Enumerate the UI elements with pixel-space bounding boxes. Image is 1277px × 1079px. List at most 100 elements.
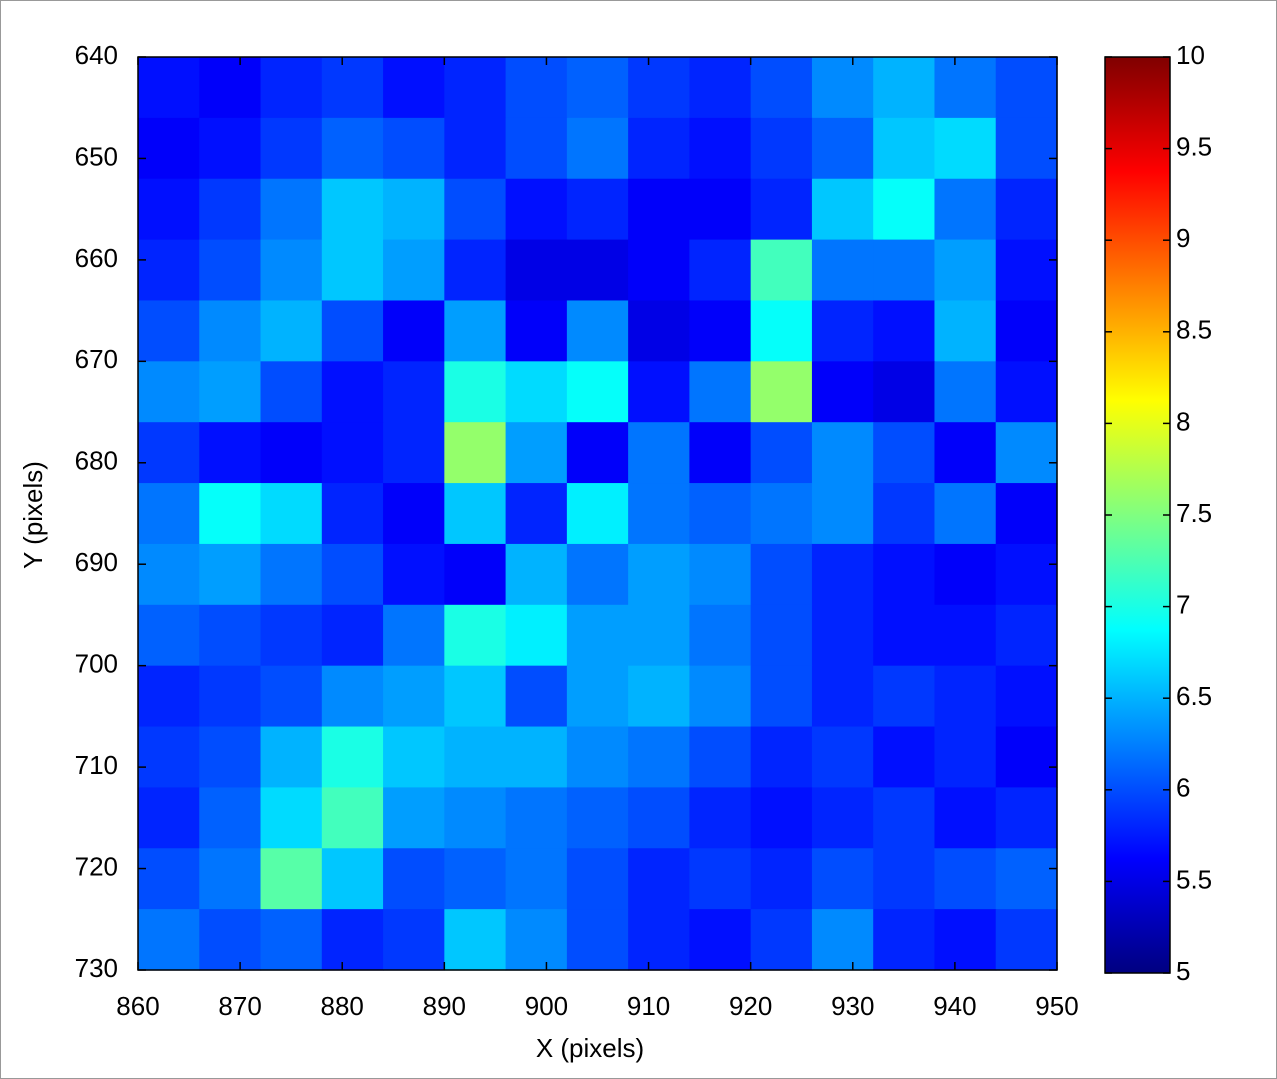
heatmap-cell: [199, 361, 262, 423]
x-tick-label: 940: [933, 991, 976, 1021]
heatmap-cell: [873, 483, 936, 545]
heatmap-cell: [811, 543, 874, 606]
heatmap-cell: [199, 604, 262, 667]
heatmap-cell: [934, 178, 997, 241]
heatmap-cell: [383, 57, 445, 119]
heatmap-cell: [689, 665, 752, 728]
heatmap-cell: [505, 665, 568, 728]
heatmap-cell: [505, 57, 568, 119]
heatmap-cell: [321, 909, 384, 971]
heatmap-cell: [138, 57, 200, 119]
heatmap-cell: [934, 483, 997, 545]
heatmap-cell: [811, 361, 874, 423]
heatmap-cell: [873, 726, 936, 788]
heatmap-cell: [628, 726, 690, 788]
heatmap-cell: [750, 178, 813, 241]
heatmap-cell: [750, 57, 813, 119]
x-tick-label: 880: [321, 991, 364, 1021]
y-tick-label: 720: [75, 851, 118, 881]
heatmap-cell: [811, 787, 874, 849]
heatmap-cell: [566, 726, 629, 788]
heatmap-cell: [444, 239, 507, 302]
heatmap-cell: [811, 483, 874, 545]
heatmap-cell: [750, 787, 813, 849]
heatmap-cell: [689, 787, 752, 849]
heatmap-cell: [444, 117, 507, 180]
colorbar-tick-label: 6: [1176, 773, 1190, 803]
heatmap-cell: [566, 483, 629, 545]
heatmap-cell: [995, 117, 1058, 180]
heatmap-cell: [199, 239, 262, 302]
heatmap-cell: [444, 361, 507, 423]
heatmap-cell: [750, 483, 813, 545]
y-tick-label: 670: [75, 344, 118, 374]
heatmap-cell: [628, 909, 690, 971]
heatmap-cell: [750, 300, 813, 362]
heatmap-cell: [934, 300, 997, 362]
heatmap-cell: [505, 726, 568, 788]
heatmap-cell: [995, 239, 1058, 302]
colorbar-tick-label: 6.5: [1176, 681, 1212, 711]
heatmap-cell: [628, 848, 690, 910]
heatmap-cell: [628, 239, 690, 302]
heatmap-cell: [750, 543, 813, 606]
heatmap-cell: [934, 57, 997, 119]
colorbar-tick-label: 5.5: [1176, 864, 1212, 894]
heatmap-cell: [873, 604, 936, 667]
heatmap-cell: [689, 909, 752, 971]
heatmap-cell: [383, 665, 445, 728]
heatmap-cell: [628, 483, 690, 545]
heatmap-cell: [321, 665, 384, 728]
heatmap-cell: [383, 909, 445, 971]
heatmap-cell: [566, 117, 629, 180]
heatmap-cell: [505, 117, 568, 180]
heatmap-cell: [689, 726, 752, 788]
heatmap-cell: [505, 239, 568, 302]
heatmap-cell: [873, 543, 936, 606]
heatmap-cell: [566, 665, 629, 728]
heatmap-cell: [260, 361, 323, 423]
heatmap-cell: [689, 57, 752, 119]
heatmap-cell: [873, 848, 936, 910]
heatmap-cell: [689, 361, 752, 423]
heatmap-cell: [750, 422, 813, 484]
heatmap-cell: [138, 239, 200, 302]
heatmap-cell: [260, 787, 323, 849]
heatmap-cell: [260, 909, 323, 971]
heatmap-cell: [995, 726, 1058, 788]
heatmap-cell: [199, 787, 262, 849]
colorbar-tick-label: 9.5: [1176, 131, 1212, 161]
heatmap-cell: [138, 483, 200, 545]
heatmap-cell: [934, 604, 997, 667]
heatmap-cell: [628, 178, 690, 241]
heatmap-cell: [383, 604, 445, 667]
heatmap-cell: [505, 361, 568, 423]
heatmap-cell: [811, 422, 874, 484]
heatmap-cell: [260, 604, 323, 667]
heatmap-cell: [383, 422, 445, 484]
heatmap-cell: [995, 57, 1058, 119]
heatmap-cell: [138, 665, 200, 728]
heatmap-cell: [811, 665, 874, 728]
heatmap-cell: [628, 57, 690, 119]
heatmap-cell: [505, 787, 568, 849]
heatmap-cell: [199, 57, 262, 119]
heatmap-cell: [260, 543, 323, 606]
heatmap-cell: [444, 787, 507, 849]
heatmap-cell: [260, 178, 323, 241]
heatmap-cell: [689, 848, 752, 910]
heatmap-cell: [505, 604, 568, 667]
heatmap-cell: [811, 300, 874, 362]
colorbar: [1104, 56, 1171, 974]
heatmap-cell: [444, 300, 507, 362]
heatmap-cell: [321, 726, 384, 788]
heatmap-cell: [750, 361, 813, 423]
heatmap-cell: [566, 300, 629, 362]
heatmap-cell: [505, 848, 568, 910]
heatmap-cell: [689, 543, 752, 606]
heatmap-cell: [260, 239, 323, 302]
heatmap-cell: [383, 361, 445, 423]
heatmap-cell: [873, 300, 936, 362]
heatmap-cell: [811, 909, 874, 971]
